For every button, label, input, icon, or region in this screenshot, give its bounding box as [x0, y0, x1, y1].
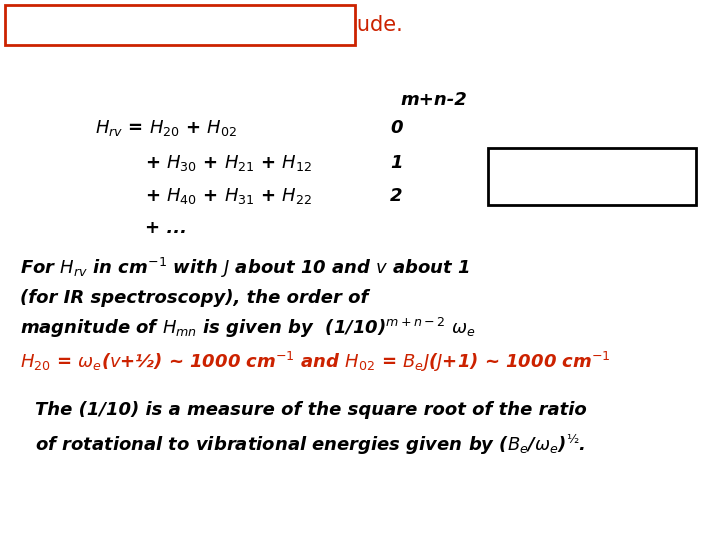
- Text: + $\mathit{H_{40}}$ + $\mathit{H_{31}}$ + $\mathit{H_{22}}$: + $\mathit{H_{40}}$ + $\mathit{H_{31}}$ …: [145, 186, 312, 206]
- Text: $\mathit{H_{20}}$ = $\mathit{\omega_e}$($\mathit{v}$+½) ~ 1000 cm$^{-1}$ and $\m: $\mathit{H_{20}}$ = $\mathit{\omega_e}$(…: [20, 350, 611, 374]
- Text: Arrange terms in order of magnitude.: Arrange terms in order of magnitude.: [12, 15, 402, 35]
- Text: of rotational to vibrational energies given by ($\mathit{B_e}$/$\mathit{\omega_e: of rotational to vibrational energies gi…: [35, 433, 585, 457]
- Text: + ...: + ...: [145, 219, 187, 237]
- Text: $\mathit{H_{rv}}$ = $\mathit{H_{20}}$ + $\mathit{H_{02}}$: $\mathit{H_{rv}}$ = $\mathit{H_{20}}$ + …: [95, 118, 238, 138]
- Text: 1: 1: [390, 154, 402, 172]
- Text: 0: 0: [390, 119, 402, 137]
- Text: m+n-2: m+n-2: [400, 91, 467, 109]
- Text: magnitude of $\mathit{H_{mn}}$ is given by  (1/10)$^{m+n-2}$ $\omega_e$: magnitude of $\mathit{H_{mn}}$ is given …: [20, 316, 476, 340]
- Text: (for IR spectroscopy), the order of: (for IR spectroscopy), the order of: [20, 289, 369, 307]
- Text: The (1/10) is a measure of the square root of the ratio: The (1/10) is a measure of the square ro…: [35, 401, 587, 419]
- Text: 2: 2: [390, 187, 402, 205]
- Text: For $\mathit{H_{rv}}$ in cm$^{-1}$ with $\mathit{J}$ about 10 and $\mathit{v}$ a: For $\mathit{H_{rv}}$ in cm$^{-1}$ with …: [20, 256, 470, 280]
- Text: $\mathit{H_{mn}}$ = ($\mathit{P_r}$ , $\mathit{Q_r}$)$^m$($\mathit{J_\alpha}$)$^: $\mathit{H_{mn}}$ = ($\mathit{P_r}$ , $\…: [505, 166, 678, 188]
- Text: + $\mathit{H_{30}}$ + $\mathit{H_{21}}$ + $\mathit{H_{12}}$: + $\mathit{H_{30}}$ + $\mathit{H_{21}}$ …: [145, 153, 312, 173]
